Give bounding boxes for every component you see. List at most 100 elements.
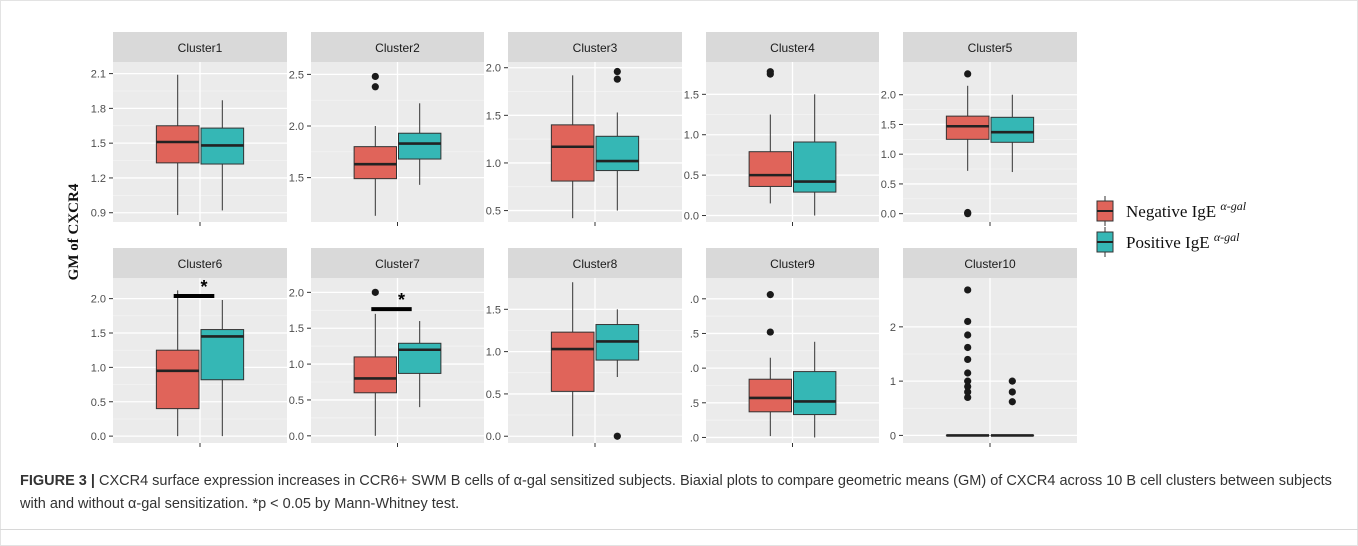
facet-title: Cluster4 [770, 41, 815, 55]
box-iqr [353, 146, 397, 180]
y-tick-label: 0.0 [289, 431, 304, 443]
y-tick-label: 2.0 [91, 294, 106, 306]
y-tick-label: 0.0 [881, 209, 896, 221]
y-tick-label: 1 [890, 376, 896, 388]
facet-panel-2: Cluster2 1.5 2.0 2.5 [289, 32, 484, 226]
y-tick-label: 1.5 [486, 304, 501, 316]
y-tick-label: 0 [890, 430, 896, 442]
box-iqr [793, 371, 837, 416]
box-negative [155, 74, 200, 216]
outlier-point [766, 291, 774, 299]
box-iqr [945, 115, 990, 140]
outlier-point [1008, 377, 1016, 385]
y-axis-label: GM of CXCR4 [66, 183, 82, 280]
caption-text: CXCR4 surface expression increases in CC… [20, 473, 1332, 512]
box-positive [990, 377, 1035, 437]
facet-strip [508, 32, 682, 62]
y-tick-label: 1.5 [684, 89, 699, 101]
y-tick-label: 1.5 [91, 138, 106, 150]
box-positive [595, 309, 640, 440]
outlier-point [964, 388, 972, 396]
facet-strip [706, 248, 879, 278]
box-positive [793, 341, 837, 438]
y-tick-label: .5 [690, 328, 699, 340]
box-iqr [550, 331, 595, 392]
facet-panel-8: Cluster8 0.0 0.5 1.0 1.5 [486, 248, 682, 447]
facet-title: Cluster7 [375, 257, 420, 271]
y-tick-label: 1.0 [91, 362, 106, 374]
y-tick-label: 0.5 [91, 397, 106, 409]
y-tick-label: 1.5 [289, 323, 304, 335]
facet-panel-4: Cluster4 0.0 0.5 1.0 1.5 [684, 32, 879, 226]
y-tick-label: 1.5 [881, 119, 896, 131]
outlier-point [766, 328, 774, 336]
y-tick-label: 1.0 [289, 359, 304, 371]
outlier-point [613, 432, 621, 440]
box-negative [353, 288, 397, 436]
y-tick-label: 2.0 [289, 287, 304, 299]
facet-strip [903, 248, 1077, 278]
y-tick-label: 1.8 [91, 103, 106, 115]
y-tick-label: 0.9 [91, 208, 106, 220]
box-negative [353, 72, 397, 216]
outlier-point [964, 382, 972, 391]
facet-title: Cluster3 [573, 41, 618, 55]
y-tick-label: 0.5 [486, 206, 501, 218]
y-tick-label: 0.5 [289, 395, 304, 407]
outlier-point [964, 286, 972, 294]
figure-caption: FIGURE 3 | CXCR4 surface expression incr… [20, 470, 1340, 516]
y-tick-label: 1.5 [91, 328, 106, 340]
box-positive [793, 94, 837, 216]
facet-panel-6: Cluster6 0.0 0.5 1.0 1.5 2.0 * [91, 248, 287, 447]
facet-title: Cluster6 [178, 257, 223, 271]
box-positive [398, 103, 442, 185]
y-tick-label: 1.0 [486, 158, 501, 170]
box-iqr [353, 356, 397, 394]
legend-entry-negative: Negative IgE α-gal [1096, 196, 1247, 226]
outlier-point [964, 355, 972, 364]
box-iqr [155, 125, 200, 164]
box-negative [945, 70, 990, 218]
y-tick-label: .0 [690, 294, 699, 306]
facet-panel-9: Cluster9 .0 .5 .0 .5 .0 [690, 248, 879, 447]
y-tick-label: .0 [690, 432, 699, 444]
box-iqr [398, 342, 442, 374]
y-tick-label: 1.0 [881, 149, 896, 161]
outlier-point [613, 75, 621, 83]
legend-label: Negative IgE α-gal [1126, 199, 1247, 221]
box-positive [200, 100, 245, 211]
legend-label-superscript: α-gal [1220, 199, 1246, 213]
y-tick-label: .0 [690, 363, 699, 375]
outlier-point [1008, 388, 1016, 396]
box-iqr [595, 135, 640, 172]
box-negative [550, 75, 595, 219]
facet-title: Cluster8 [573, 257, 618, 271]
box-iqr [990, 116, 1035, 143]
y-tick-label: 0.5 [684, 170, 699, 182]
y-tick-label: 2.0 [486, 63, 501, 75]
significance-star: * [200, 277, 207, 297]
box-iqr [155, 349, 200, 410]
y-tick-label: 0.5 [881, 179, 896, 191]
y-tick-label: 1.2 [91, 173, 106, 185]
facet-strip [706, 32, 879, 62]
box-negative [945, 286, 990, 437]
facet-title: Cluster5 [968, 41, 1013, 55]
y-tick-label: 0.0 [91, 431, 106, 443]
outlier-point [371, 72, 379, 81]
facet-title: Cluster2 [375, 41, 420, 55]
legend: Negative IgE α-gal Positive IgE α-gal [1096, 196, 1247, 257]
box-positive [595, 67, 640, 211]
facet-strip [113, 248, 287, 278]
box-negative [550, 282, 595, 437]
facet-panel-5: Cluster5 0.0 0.5 1.0 1.5 2.0 [881, 32, 1077, 226]
facet-title: Cluster10 [964, 257, 1016, 271]
box-iqr [398, 132, 442, 160]
legend-entry-positive: Positive IgE α-gal [1096, 227, 1240, 257]
y-tick-label: 2.1 [91, 69, 106, 81]
y-tick-label: 1.5 [289, 173, 304, 185]
facet-strip [311, 248, 484, 278]
outlier-point [964, 377, 972, 385]
outlier-point [964, 70, 972, 78]
box-iqr [793, 141, 837, 193]
